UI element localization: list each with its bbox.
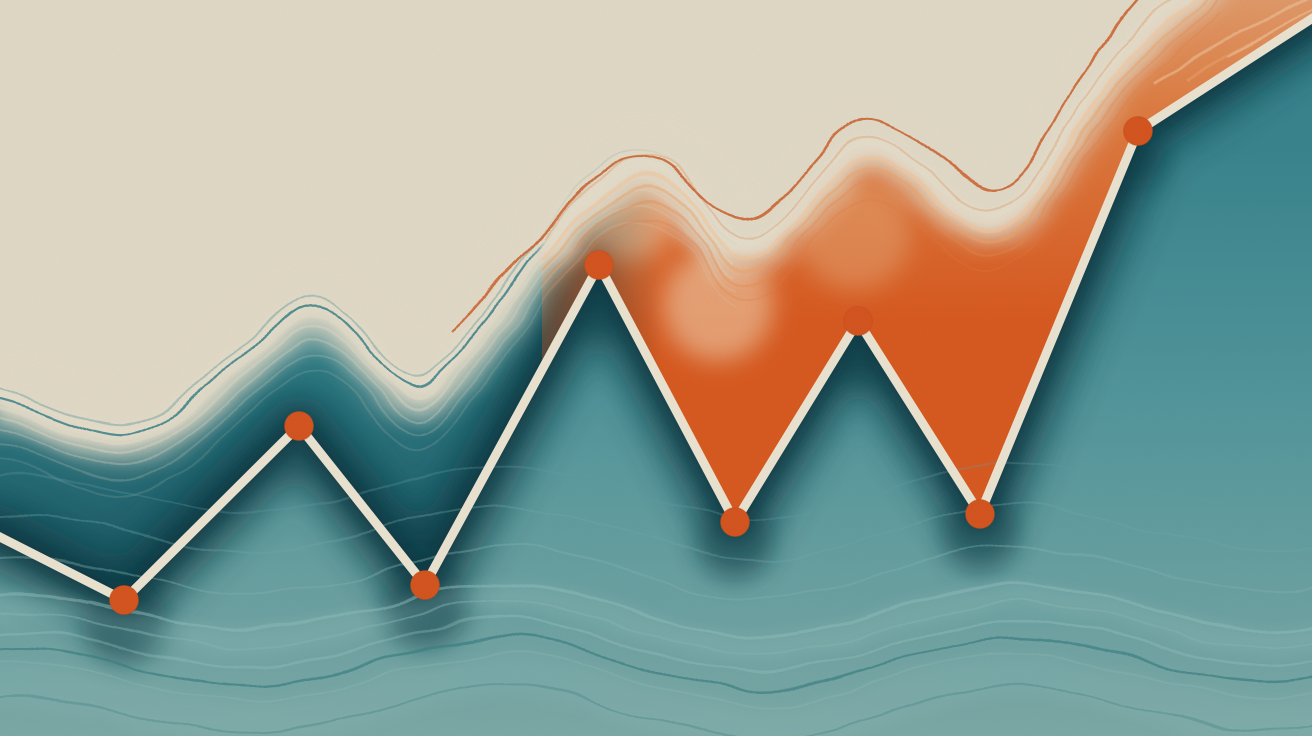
line-chart-illustration bbox=[0, 0, 1312, 736]
grain-texture bbox=[0, 0, 1312, 736]
illustration-stage bbox=[0, 0, 1312, 736]
